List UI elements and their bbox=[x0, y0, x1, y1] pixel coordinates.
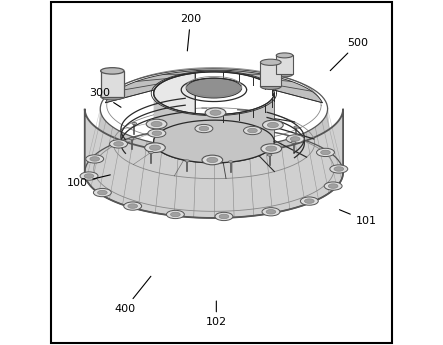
Ellipse shape bbox=[152, 131, 162, 136]
Polygon shape bbox=[105, 70, 323, 103]
Ellipse shape bbox=[268, 122, 278, 128]
Ellipse shape bbox=[266, 146, 277, 151]
Ellipse shape bbox=[276, 72, 293, 77]
Ellipse shape bbox=[321, 150, 330, 155]
Ellipse shape bbox=[207, 157, 218, 162]
Ellipse shape bbox=[195, 125, 213, 133]
Polygon shape bbox=[260, 62, 281, 86]
Ellipse shape bbox=[101, 68, 124, 74]
Text: 102: 102 bbox=[206, 301, 227, 327]
Polygon shape bbox=[154, 93, 274, 163]
Ellipse shape bbox=[324, 182, 342, 190]
Text: 101: 101 bbox=[339, 210, 377, 226]
Ellipse shape bbox=[84, 174, 94, 178]
Polygon shape bbox=[101, 71, 124, 97]
Ellipse shape bbox=[124, 202, 142, 210]
Polygon shape bbox=[154, 73, 274, 163]
Text: 200: 200 bbox=[180, 14, 201, 51]
Ellipse shape bbox=[330, 165, 348, 173]
Ellipse shape bbox=[128, 204, 137, 208]
Text: 100: 100 bbox=[66, 175, 110, 188]
Polygon shape bbox=[85, 109, 343, 218]
Ellipse shape bbox=[262, 208, 280, 216]
Ellipse shape bbox=[328, 184, 338, 188]
Text: 300: 300 bbox=[89, 88, 121, 107]
Ellipse shape bbox=[205, 108, 226, 118]
Ellipse shape bbox=[151, 121, 162, 127]
Ellipse shape bbox=[93, 188, 111, 197]
Ellipse shape bbox=[167, 210, 184, 219]
Ellipse shape bbox=[86, 155, 104, 163]
Ellipse shape bbox=[145, 143, 165, 152]
Ellipse shape bbox=[244, 126, 261, 135]
Ellipse shape bbox=[304, 199, 314, 203]
Ellipse shape bbox=[215, 212, 233, 220]
Text: 500: 500 bbox=[330, 38, 368, 71]
Ellipse shape bbox=[129, 138, 134, 140]
Ellipse shape bbox=[248, 128, 257, 133]
Ellipse shape bbox=[316, 148, 334, 157]
Ellipse shape bbox=[210, 110, 221, 115]
Ellipse shape bbox=[149, 145, 160, 150]
Polygon shape bbox=[276, 56, 293, 74]
Ellipse shape bbox=[114, 142, 123, 146]
Ellipse shape bbox=[228, 161, 233, 163]
Ellipse shape bbox=[148, 129, 166, 137]
Ellipse shape bbox=[300, 197, 318, 205]
Ellipse shape bbox=[186, 78, 242, 98]
Polygon shape bbox=[94, 109, 334, 211]
Ellipse shape bbox=[266, 209, 276, 214]
Ellipse shape bbox=[202, 155, 223, 165]
Ellipse shape bbox=[219, 214, 229, 219]
Ellipse shape bbox=[171, 212, 180, 217]
Ellipse shape bbox=[260, 83, 281, 89]
Ellipse shape bbox=[101, 93, 124, 100]
Ellipse shape bbox=[185, 160, 190, 162]
Ellipse shape bbox=[286, 135, 304, 143]
Text: 400: 400 bbox=[114, 276, 151, 314]
Ellipse shape bbox=[199, 126, 209, 131]
Ellipse shape bbox=[90, 157, 100, 161]
Ellipse shape bbox=[260, 59, 281, 66]
Ellipse shape bbox=[132, 122, 137, 125]
Ellipse shape bbox=[148, 151, 153, 154]
Ellipse shape bbox=[109, 140, 128, 148]
Ellipse shape bbox=[291, 141, 296, 143]
Ellipse shape bbox=[294, 126, 299, 128]
Ellipse shape bbox=[146, 119, 167, 129]
Ellipse shape bbox=[276, 53, 293, 58]
Ellipse shape bbox=[267, 154, 272, 156]
Ellipse shape bbox=[97, 190, 107, 195]
Ellipse shape bbox=[290, 137, 300, 141]
Ellipse shape bbox=[334, 167, 344, 171]
Ellipse shape bbox=[80, 172, 98, 180]
Ellipse shape bbox=[261, 144, 282, 154]
Ellipse shape bbox=[263, 120, 283, 130]
